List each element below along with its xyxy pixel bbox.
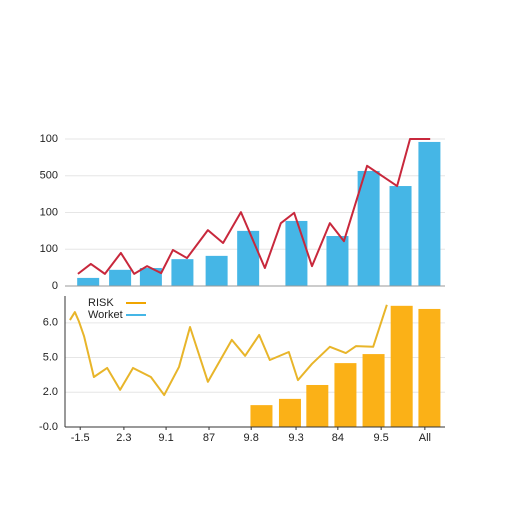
y-tick-label: 100 [40,243,58,255]
x-tick-label: 9.1 [158,432,173,444]
y-tick-label: 0 [52,280,58,292]
bar [306,384,329,427]
bar [278,398,301,427]
x-tick-label: 9.3 [288,432,303,444]
bar [418,141,441,286]
bar [418,308,441,427]
y-tick-label: 500 [40,170,58,182]
bar [362,354,385,427]
x-tick-label: -1.5 [71,432,90,444]
bar [285,220,308,286]
x-tick-label: All [419,432,431,444]
legend-label: Worket [88,309,123,321]
bar [326,236,349,286]
bar [77,277,100,286]
x-tick-label: 87 [203,432,215,444]
bar [390,305,413,427]
x-tick-label: 84 [332,432,344,444]
bar [139,267,162,286]
x-tick-label: 9.5 [374,432,389,444]
y-tick-label: 2.0 [43,386,58,398]
bar [109,269,132,286]
y-tick-label: -0.0 [39,421,58,433]
x-tick-label: 2.3 [116,432,131,444]
bar [357,170,380,286]
bar [334,363,357,427]
y-tick-label: 6.0 [43,317,58,329]
bar [389,186,412,286]
y-tick-label: 100 [40,206,58,218]
x-tick-label: 9.8 [244,432,259,444]
bar [205,255,228,286]
y-tick-label: 100 [40,133,58,145]
y-tick-label: 5.0 [43,351,58,363]
line [77,138,431,275]
line [69,304,388,397]
bar [250,405,273,427]
legend-label: RISK [88,297,114,309]
bar [237,230,260,286]
bar [171,259,194,286]
